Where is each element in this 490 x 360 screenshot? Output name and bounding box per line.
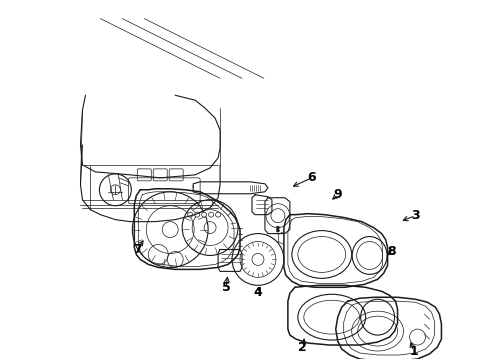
Text: 3: 3 [411,209,420,222]
Circle shape [195,212,199,217]
Circle shape [188,212,193,217]
Circle shape [209,212,214,217]
Circle shape [201,212,207,217]
Text: 9: 9 [333,188,342,201]
Text: 2: 2 [298,341,307,354]
Text: 8: 8 [387,245,396,258]
Circle shape [216,212,220,217]
Text: 4: 4 [254,286,262,299]
Text: 5: 5 [221,281,230,294]
Text: 1: 1 [409,345,418,357]
Circle shape [276,229,279,232]
Text: 6: 6 [308,171,316,184]
Circle shape [276,226,279,229]
Text: 7: 7 [133,243,142,256]
